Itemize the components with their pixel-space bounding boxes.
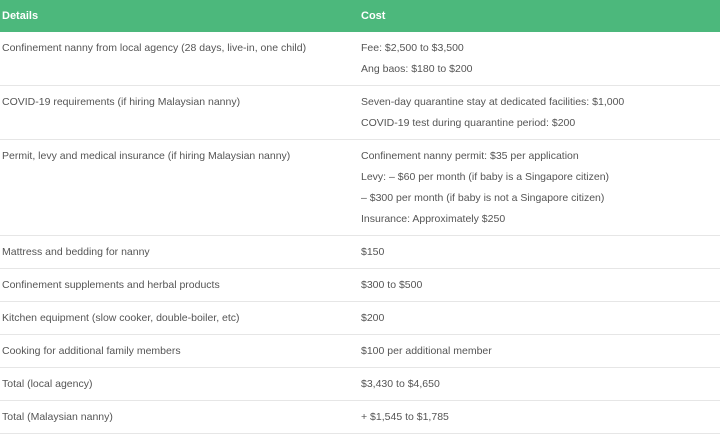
- cost-cell: + $1,545 to $1,785: [356, 400, 720, 434]
- details-cell: Confinement nanny from local agency (28 …: [0, 32, 356, 86]
- table-row: Total (local agency) $3,430 to $4,650: [0, 367, 720, 401]
- header-cell: Details: [0, 0, 356, 32]
- cost-line: – $300 per month (if baby is not a Singa…: [361, 191, 605, 204]
- details-cell: Confinement supplements and herbal produ…: [0, 268, 356, 302]
- table-row: COVID-19 requirements (if hiring Malaysi…: [0, 85, 720, 140]
- details-cell: Permit, levy and medical insurance (if h…: [0, 139, 356, 236]
- cost-cell: Seven-day quarantine stay at dedicated f…: [356, 85, 720, 140]
- details-cell: Total (Malaysian nanny): [0, 400, 356, 434]
- cost-line: Ang baos: $180 to $200: [361, 62, 473, 75]
- table-row: Permit, levy and medical insurance (if h…: [0, 139, 720, 236]
- details-cell: Total (local agency): [0, 367, 356, 401]
- cost-line: Insurance: Approximately $250: [361, 212, 506, 225]
- cost-line: + $1,545 to $1,785: [361, 410, 449, 423]
- table-row: Kitchen equipment (slow cooker, double-b…: [0, 301, 720, 335]
- cost-cell: Confinement nanny permit: $35 per applic…: [356, 139, 720, 236]
- cost-cell: $300 to $500: [356, 268, 720, 302]
- cost-line: $3,430 to $4,650: [361, 377, 440, 390]
- header-row: Details Cost: [0, 0, 720, 32]
- table-row: Cooking for additional family members $10…: [0, 334, 720, 368]
- details-cell: Cooking for additional family members: [0, 334, 356, 368]
- table-row: Confinement nanny from local agency (28 …: [0, 32, 720, 86]
- cost-line: Confinement nanny permit: $35 per applic…: [361, 149, 579, 162]
- cost-line: $150: [361, 245, 385, 258]
- cost-line: Seven-day quarantine stay at dedicated f…: [361, 95, 625, 108]
- table-row: Total (Malaysian nanny) + $1,545 to $1,78…: [0, 400, 720, 434]
- cost-line: $200: [361, 311, 385, 324]
- cost-line: COVID-19 test during quarantine period: …: [361, 116, 576, 129]
- details-cell: Mattress and bedding for nanny: [0, 235, 356, 269]
- details-cell: Kitchen equipment (slow cooker, double-b…: [0, 301, 356, 335]
- cost-cell: $200: [356, 301, 720, 335]
- table-body: Confinement nanny from local agency (28 …: [0, 32, 720, 434]
- cost-line: Fee: $2,500 to $3,500: [361, 41, 464, 54]
- table-row: Confinement supplements and herbal produ…: [0, 268, 720, 302]
- cost-cell: Fee: $2,500 to $3,500 Ang baos: $180 to $…: [356, 32, 720, 86]
- header-cell: Cost: [356, 0, 720, 32]
- cost-cell: $150: [356, 235, 720, 269]
- details-cell: COVID-19 requirements (if hiring Malaysi…: [0, 85, 356, 140]
- cost-line: $300 to $500: [361, 278, 423, 291]
- cost-cell: $100 per additional member: [356, 334, 720, 368]
- table-row: Mattress and bedding for nanny $150: [0, 235, 720, 269]
- cost-line: $100 per additional member: [361, 344, 492, 357]
- cost-line: Levy: – $60 per month (if baby is a Sing…: [361, 170, 610, 183]
- cost-cell: $3,430 to $4,650: [356, 367, 720, 401]
